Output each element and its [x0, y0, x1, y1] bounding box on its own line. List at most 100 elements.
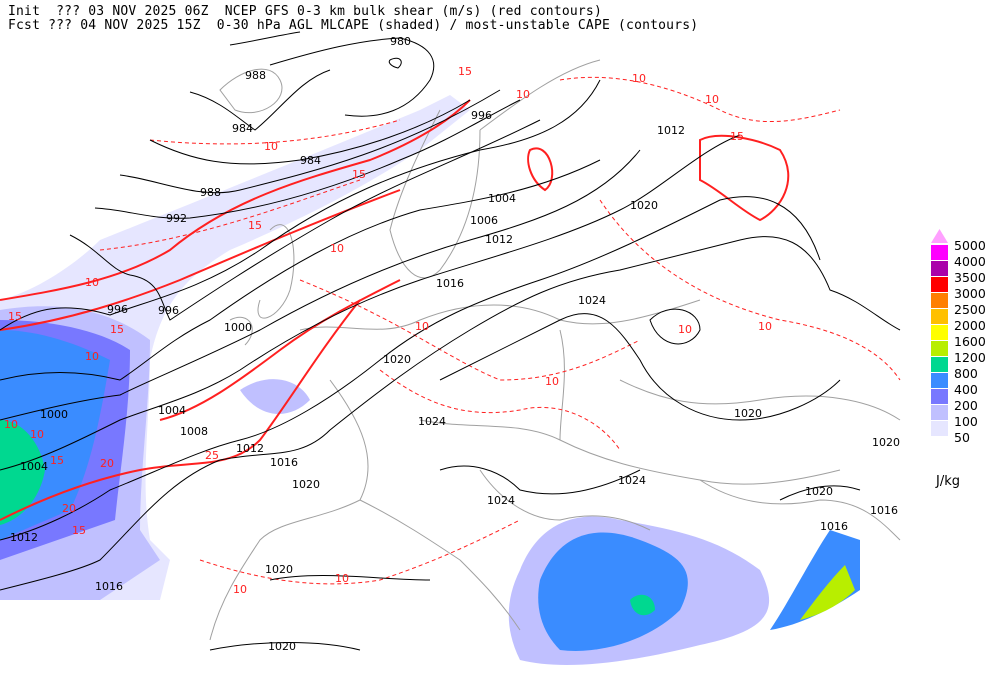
pressure-label: 1016: [436, 277, 464, 290]
shear-label: 15: [72, 524, 86, 537]
shear-labels: 10 15 15 15 15 10 10 10 10 15 10 15 20 2…: [4, 65, 772, 596]
pressure-label: 1024: [618, 474, 646, 487]
pressure-label: 1004: [488, 192, 516, 205]
pressure-label: 996: [107, 303, 128, 316]
pressure-label: 1020: [268, 640, 296, 653]
legend-color-box: [931, 357, 948, 372]
country-borders: [209, 59, 901, 641]
legend-level-label: 3500: [954, 270, 986, 285]
pressure-label: 1020: [383, 353, 411, 366]
pressure-label: 984: [300, 154, 321, 167]
pressure-label: 1012: [236, 442, 264, 455]
pressure-label: 1012: [657, 124, 685, 137]
pressure-label: 1016: [270, 456, 298, 469]
legend-level-label: 1200: [954, 350, 986, 365]
pressure-label: 1016: [870, 504, 898, 517]
shear-label: 15: [8, 310, 22, 323]
shear-contours: [0, 76, 901, 585]
pressure-label: 1000: [40, 408, 68, 421]
shear-label: 10: [516, 88, 530, 101]
cape-shading: [0, 95, 860, 665]
legend-level-label: 800: [954, 366, 978, 381]
shear-label: 10: [85, 276, 99, 289]
pressure-label: 1000: [224, 321, 252, 334]
legend-level-label: 1600: [954, 334, 986, 349]
shear-label: 10: [85, 350, 99, 363]
pressure-label: 1024: [578, 294, 606, 307]
shear-label: 10: [30, 428, 44, 441]
shear-label: 15: [458, 65, 472, 78]
legend-level-label: 50: [954, 430, 970, 445]
pressure-label: 1012: [485, 233, 513, 246]
shear-label: 10: [4, 418, 18, 431]
legend-color-box: [931, 389, 948, 404]
pressure-label: 1016: [95, 580, 123, 593]
pressure-label: 996: [158, 304, 179, 317]
legend-color-box: [931, 245, 948, 260]
pressure-label: 1020: [805, 485, 833, 498]
legend-level-label: 4000: [954, 254, 986, 269]
pressure-label: 988: [245, 69, 266, 82]
shear-label: 15: [248, 219, 262, 232]
cape-color-legend: [931, 229, 948, 436]
legend-level-label: 2000: [954, 318, 986, 333]
shear-label: 20: [62, 502, 76, 515]
pressure-label: 1016: [820, 520, 848, 533]
shear-label: 10: [330, 242, 344, 255]
legend-color-box: [931, 325, 948, 340]
shear-label: 10: [415, 320, 429, 333]
legend-level-label: 400: [954, 382, 978, 397]
shear-label: 10: [264, 140, 278, 153]
pressure-label: 1004: [20, 460, 48, 473]
legend-overflow-triangle: [931, 229, 948, 243]
pressure-contours: [0, 31, 901, 651]
legend-level-label: 2500: [954, 302, 986, 317]
legend-color-box: [931, 261, 948, 276]
shear-label: 20: [100, 457, 114, 470]
legend-color-box: [931, 373, 948, 388]
legend-color-box: [931, 293, 948, 308]
pressure-label: 1006: [470, 214, 498, 227]
shear-label: 10: [632, 72, 646, 85]
shear-label: 10: [678, 323, 692, 336]
legend-level-label: 3000: [954, 286, 986, 301]
legend-level-label: 100: [954, 414, 978, 429]
shear-label: 10: [545, 375, 559, 388]
shear-label: 15: [50, 454, 64, 467]
shear-label: 15: [110, 323, 124, 336]
pressure-label: 1024: [487, 494, 515, 507]
shear-label: 10: [705, 93, 719, 106]
legend-level-label: 5000: [954, 238, 986, 253]
pressure-label: 1020: [734, 407, 762, 420]
shear-label: 15: [352, 168, 366, 181]
pressure-label: 1020: [265, 563, 293, 576]
legend-color-box: [931, 277, 948, 292]
pressure-label: 996: [471, 109, 492, 122]
legend-level-label: 200: [954, 398, 978, 413]
pressure-label: 1020: [292, 478, 320, 491]
pressure-label: 984: [232, 122, 253, 135]
pressure-label: 1004: [158, 404, 186, 417]
legend-color-box: [931, 341, 948, 356]
legend-color-box: [931, 309, 948, 324]
legend-unit: J/kg: [936, 474, 960, 489]
shear-label: 10: [233, 583, 247, 596]
shear-label: 10: [758, 320, 772, 333]
pressure-label: 988: [200, 186, 221, 199]
legend-color-box: [931, 405, 948, 420]
shear-label: 25: [205, 449, 219, 462]
legend-color-box: [931, 421, 948, 436]
pressure-label: 1020: [872, 436, 900, 449]
pressure-label: 1020: [630, 199, 658, 212]
pressure-label: 992: [166, 212, 187, 225]
pressure-label: 1024: [418, 415, 446, 428]
header-forecast-line: Fcst ??? 04 NOV 2025 15Z 0-30 hPa AGL ML…: [8, 18, 699, 33]
header-init-line: Init ??? 03 NOV 2025 06Z NCEP GFS 0-3 km…: [8, 4, 602, 19]
pressure-label: 980: [390, 35, 411, 48]
shear-label: 10: [335, 572, 349, 585]
shear-label: 15: [730, 130, 744, 143]
pressure-label: 1008: [180, 425, 208, 438]
pressure-labels: 980 988 984 984 988 992 996 996 996 1000…: [10, 35, 900, 653]
pressure-label: 1012: [10, 531, 38, 544]
